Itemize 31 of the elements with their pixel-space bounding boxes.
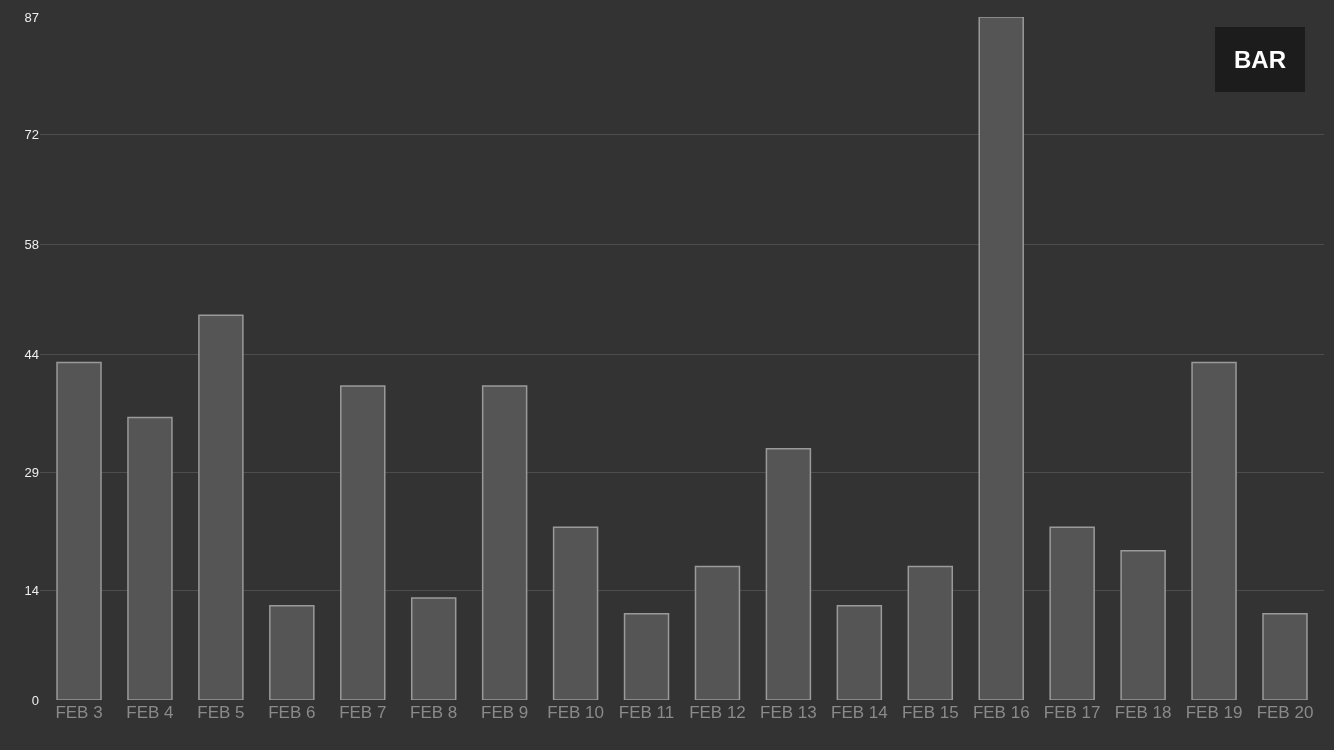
x-tick-label: FEB 15: [901, 703, 959, 722]
x-tick-label: FEB 6: [268, 703, 316, 722]
x-tick-label: FEB 20: [1256, 703, 1314, 722]
x-tick-label: FEB 16: [972, 703, 1030, 722]
y-tick-label: 0: [31, 692, 39, 708]
y-tick-label: 72: [24, 127, 39, 143]
x-tick-label: FEB 19: [1185, 703, 1243, 722]
bar: [410, 597, 457, 700]
annotation: BAR: [1234, 46, 1286, 73]
x-tick-label: FEB 13: [760, 703, 817, 722]
x-tick-label: FEB 18: [1114, 703, 1172, 722]
x-tick-label: FEB 14: [831, 703, 888, 722]
y-tick-label: 14: [24, 582, 39, 598]
x-tick-label: FEB 11: [618, 703, 675, 722]
x-tick-label: FEB 10: [547, 703, 604, 722]
y-tick-label: 87: [24, 9, 39, 25]
x-tick-label: FEB 4: [126, 703, 174, 722]
x-tick-label: FEB 17: [1043, 703, 1101, 722]
y-tick-label: 44: [24, 347, 39, 363]
x-tick-label: FEB 8: [410, 703, 458, 722]
y-tick-label: 29: [24, 464, 39, 480]
x-tick-label: FEB 7: [339, 703, 387, 722]
x-tick-label: FEB 12: [689, 703, 746, 722]
y-tick-label: 58: [24, 237, 39, 253]
x-tick-label: FEB 3: [55, 703, 103, 722]
bar: [269, 605, 315, 700]
bar: [623, 612, 670, 700]
x-tick-label: FEB 5: [197, 703, 245, 722]
bar: [1262, 612, 1308, 700]
x-tick-label: FEB 9: [481, 703, 529, 722]
bar: [836, 605, 883, 700]
